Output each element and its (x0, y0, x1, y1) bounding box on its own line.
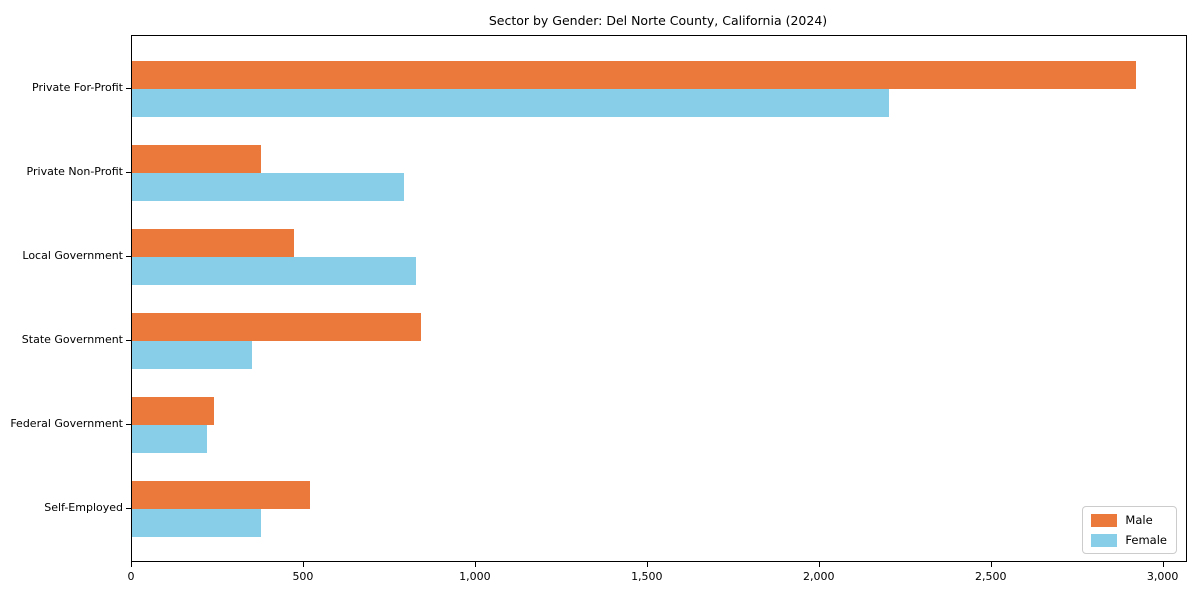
x-tick-mark (302, 562, 304, 567)
bar-female (132, 88, 890, 117)
bar-male (132, 60, 1136, 89)
bar-female (132, 508, 262, 537)
chart-title: Sector by Gender: Del Norte County, Cali… (488, 13, 828, 28)
y-tick-mark (126, 423, 131, 425)
y-tick-mark (126, 255, 131, 257)
bar-female (132, 256, 416, 285)
bar-male (132, 396, 214, 425)
y-axis-category-label: Local Government (22, 248, 123, 262)
x-tick-mark (131, 562, 132, 567)
legend-label-female: Female (1125, 533, 1167, 547)
x-tick-label: 0 (127, 570, 135, 583)
x-tick-mark (474, 562, 476, 567)
y-axis-category-label: State Government (21, 332, 123, 346)
y-axis-category-label: Self-Employed (44, 500, 123, 514)
bar-female (132, 424, 208, 453)
y-tick-mark (126, 87, 131, 89)
bar-male (132, 312, 421, 341)
legend-label-male: Male (1125, 513, 1153, 527)
legend-swatch-male (1091, 513, 1118, 527)
x-tick-mark (990, 562, 992, 567)
x-tick-label: 2,500 (974, 570, 1007, 583)
x-tick-label: 1,000 (459, 570, 491, 583)
bar-male (132, 144, 261, 173)
x-tick-label: 500 (292, 570, 314, 583)
x-tick-label: 1,500 (631, 570, 663, 583)
bar-female (132, 340, 253, 369)
bar-male (132, 480, 311, 509)
y-axis-category-label: Federal Government (10, 416, 123, 430)
legend-item-male: Male (1091, 513, 1167, 527)
y-tick-mark (126, 339, 131, 341)
legend-item-female: Female (1091, 533, 1167, 547)
y-axis-category-label: Private For-Profit (32, 80, 123, 94)
y-axis-category-label: Private Non-Profit (26, 164, 123, 178)
x-tick-mark (646, 562, 648, 567)
x-tick-label: 2,000 (803, 570, 835, 583)
plot-area: Male Female (131, 35, 1187, 562)
x-tick-mark (1162, 562, 1164, 567)
y-tick-mark (126, 507, 131, 509)
y-tick-mark (126, 171, 131, 173)
x-tick-label: 3,000 (1146, 570, 1179, 583)
x-tick-mark (818, 562, 820, 567)
bar-male (132, 228, 294, 257)
legend-swatch-female (1091, 533, 1118, 547)
bar-female (132, 172, 404, 201)
legend: Male Female (1082, 506, 1177, 554)
